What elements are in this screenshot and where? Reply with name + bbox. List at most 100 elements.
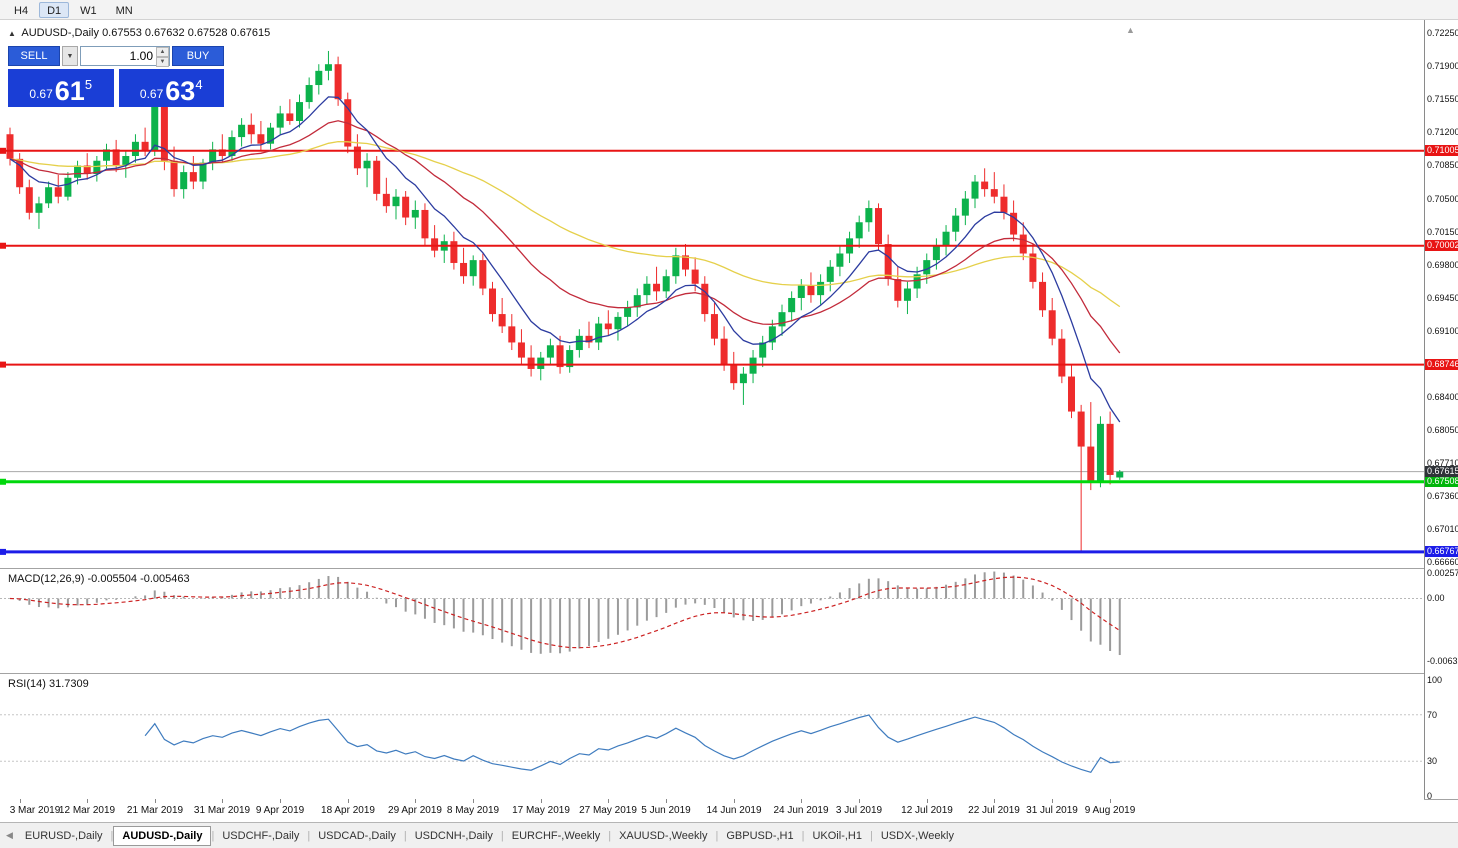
macd-panel[interactable] — [0, 569, 1424, 673]
price-axis-tick: 0.70150 — [1427, 226, 1458, 237]
chart-tab-usdcad-daily[interactable]: USDCAD-,Daily — [318, 829, 396, 842]
volume-dropdown-icon[interactable]: ▼ — [62, 46, 78, 66]
timeframe-button-w1[interactable]: W1 — [80, 4, 97, 17]
price-axis-tick: 0.66660 — [1427, 557, 1458, 568]
price-axis-tick: 0.68400 — [1427, 392, 1458, 403]
buy-price-pip: 4 — [195, 77, 203, 92]
price-axis: 0.72250 0.71900 0.71550 0.71200 0.70850 0.705… — [1425, 20, 1458, 801]
macd-axis-tick: -0.00632 — [1427, 656, 1458, 666]
volume-spin-up-icon[interactable]: ▲ — [156, 47, 169, 57]
chart-tab-audusd-daily[interactable]: AUDUSD-,Daily — [113, 825, 212, 846]
rsi-axis-tick: 0 — [1427, 791, 1433, 801]
date-axis-label: 3 Mar 2019 — [9, 805, 61, 816]
chart-title: ▲ AUDUSD-,Daily 0.67553 0.67632 0.67528 … — [8, 27, 270, 39]
rsi-panel[interactable] — [0, 674, 1424, 799]
macd-label: MACD(12,26,9) -0.005504 -0.005463 — [8, 573, 190, 585]
rsi-label: RSI(14) 31.7309 — [8, 678, 89, 690]
price-axis-tick: 0.70850 — [1427, 160, 1458, 171]
date-axis-label: 9 Apr 2019 — [255, 805, 305, 816]
chart-tab-usdx-weekly[interactable]: USDX-,Weekly — [880, 829, 954, 842]
date-axis-tick — [608, 799, 609, 803]
date-axis-label: 27 May 2019 — [579, 805, 637, 816]
volume-input[interactable] — [80, 46, 170, 66]
buy-price-big: 63 — [165, 76, 196, 106]
price-chart[interactable] — [0, 20, 1424, 568]
date-axis-tick — [222, 799, 223, 803]
date-axis-tick — [155, 799, 156, 803]
timeframe-button-h4[interactable]: H4 — [14, 4, 29, 17]
buy-price-prefix: 0.67 — [139, 87, 164, 101]
date-axis-label: 17 May 2019 — [512, 805, 570, 816]
date-axis-label: 12 Mar 2019 — [58, 805, 116, 816]
ma-line-8 — [9, 96, 1121, 423]
date-axis-tick — [734, 799, 735, 803]
tab-separator: | — [403, 829, 407, 842]
price-level-badge: 0.68746 — [1425, 358, 1458, 370]
date-axis: 3 Mar 2019 12 Mar 2019 21 Mar 2019 31 Mar 2… — [0, 799, 1424, 822]
level-line-anchor[interactable] — [0, 478, 6, 485]
ma-line-50 — [9, 140, 1121, 308]
tab-scroll-left-icon[interactable]: ◀ — [6, 830, 13, 840]
volume-spin-down-icon[interactable]: ▼ — [156, 57, 169, 67]
chart-shift-marker-icon[interactable]: ▲ — [1126, 25, 1135, 35]
tab-separator: | — [715, 829, 719, 842]
level-line-anchor[interactable] — [0, 361, 6, 368]
price-axis-tick: 0.67710 — [1427, 457, 1458, 468]
price-axis-tick: 0.70500 — [1427, 193, 1458, 204]
date-axis-label: 18 Apr 2019 — [321, 805, 375, 816]
date-axis-label: 14 Jun 2019 — [706, 805, 762, 816]
panel-separator[interactable] — [0, 673, 1458, 674]
date-axis-tick — [801, 799, 802, 803]
chart-title-ohlc: 0.67553 0.67632 0.67528 0.67615 — [102, 27, 271, 39]
date-axis-tick — [1052, 799, 1053, 803]
ma-line-20 — [9, 120, 1121, 354]
date-axis-tick — [87, 799, 88, 803]
macd-signal-line — [9, 576, 1121, 649]
price-axis-tick: 0.71550 — [1427, 94, 1458, 105]
rsi-value: 31.7309 — [48, 678, 89, 690]
sell-price-prefix: 0.67 — [29, 87, 53, 101]
level-line-anchor[interactable] — [0, 242, 6, 249]
chart-tab-eurchf-weekly[interactable]: EURCHF-,Weekly — [511, 829, 601, 842]
tab-separator: | — [211, 829, 215, 842]
chart-tab-usdchf-daily[interactable]: USDCHF-,Daily — [222, 829, 300, 842]
date-axis-tick — [473, 799, 474, 803]
level-line-anchor[interactable] — [0, 147, 6, 154]
sell-button[interactable]: SELL — [8, 46, 60, 66]
timeframe-button-mn[interactable]: MN — [115, 4, 133, 17]
date-axis-label: 22 Jul 2019 — [968, 805, 1020, 816]
tab-separator: | — [869, 829, 873, 842]
chart-tab-bar: ◀ EURUSD-,Daily | AUDUSD-,Daily | USDCHF-,Da… — [0, 822, 1458, 848]
chart-tab-eurusd-daily[interactable]: EURUSD-,Daily — [24, 829, 103, 842]
chart-tab-usdcnh-daily[interactable]: USDCNH-,Daily — [414, 829, 493, 842]
date-axis-label: 31 Jul 2019 — [1026, 805, 1078, 816]
one-click-trading-panel: SELL ▼ ▲ ▼ BUY 0.67 61 5 0.67 63 4 — [8, 46, 224, 107]
tab-separator: | — [307, 829, 311, 842]
timeframe-button-d1[interactable]: D1 — [39, 1, 70, 18]
buy-button[interactable]: BUY — [172, 46, 224, 66]
date-axis-label: 8 May 2019 — [446, 805, 500, 816]
macd-histogram — [18, 571, 1121, 656]
chart-tab-ukoil-h1[interactable]: UKOil-,H1 — [812, 829, 862, 842]
date-axis-tick — [348, 799, 349, 803]
sell-price-pip: 5 — [84, 77, 93, 92]
panel-separator[interactable] — [0, 568, 1458, 569]
chart-tab-gbpusd-h1[interactable]: GBPUSD-,H1 — [726, 829, 794, 842]
macd-name: MACD(12,26,9) — [8, 573, 85, 585]
price-axis-tick: 0.69800 — [1427, 259, 1458, 270]
price-axis-tick: 0.67010 — [1427, 523, 1458, 534]
price-level-badge: 0.67508 — [1425, 475, 1458, 487]
chart-symbol-marker-icon: ▲ — [8, 29, 16, 38]
date-axis-label: 3 Jul 2019 — [835, 805, 883, 816]
level-line-anchor[interactable] — [0, 548, 6, 555]
chart-title-symbol: AUDUSD-,Daily — [21, 27, 99, 39]
date-axis-tick — [666, 799, 667, 803]
candles-group — [6, 50, 1124, 552]
sell-price-big: 61 — [54, 76, 85, 106]
price-axis-border — [1424, 20, 1425, 799]
chart-tab-xauusd-weekly[interactable]: XAUUSD-,Weekly — [619, 829, 708, 842]
rsi-axis-tick: 30 — [1427, 756, 1438, 767]
date-axis-tick — [1110, 799, 1111, 803]
price-axis-tick: 0.68050 — [1427, 425, 1458, 436]
date-axis-label: 12 Jul 2019 — [901, 805, 953, 816]
